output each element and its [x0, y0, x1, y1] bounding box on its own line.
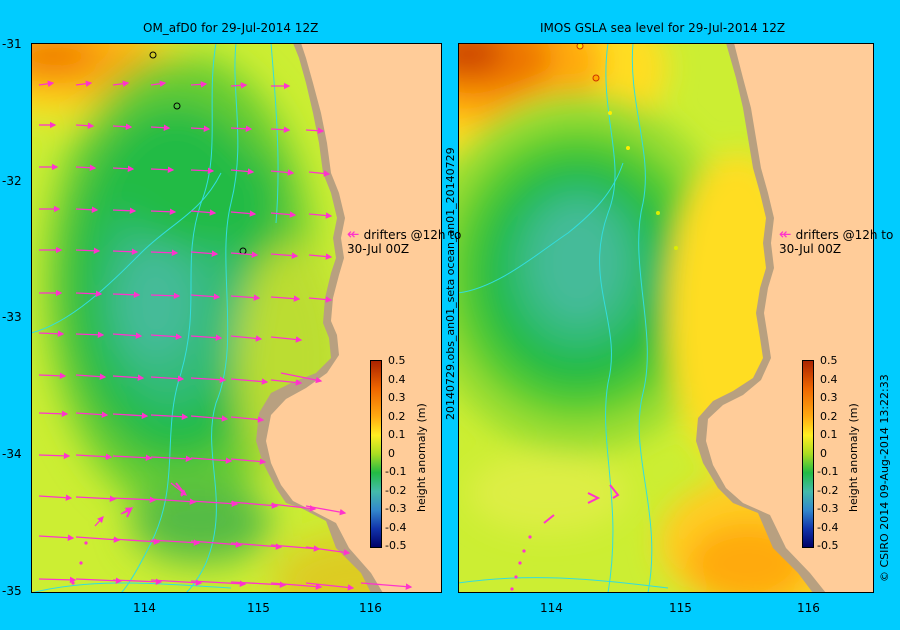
- right-x-label-115: 115: [669, 601, 692, 615]
- right-colorbar: [802, 360, 814, 548]
- right-cb-tick: -0.1: [817, 465, 839, 478]
- left-cb-tick: -0.5: [385, 539, 407, 552]
- left-x-label-116: 116: [359, 601, 382, 615]
- y-label-31: -31: [2, 37, 22, 51]
- right-cb-tick: -0.2: [817, 484, 839, 497]
- left-cb-tick: -0.3: [385, 502, 407, 515]
- y-label-33: -33: [2, 310, 22, 324]
- right-x-label-116: 116: [797, 601, 820, 615]
- right-cb-tick: -0.5: [817, 539, 839, 552]
- left-drifter-note: ↞ drifters @12h to 30-Jul 00Z: [347, 225, 462, 257]
- right-cb-tick: -0.3: [817, 502, 839, 515]
- left-cb-tick: 0.3: [388, 391, 406, 404]
- right-drifter-arrow: ↞: [779, 225, 792, 243]
- left-drifter-note-line2: 30-Jul 00Z: [347, 242, 410, 256]
- right-panel-title: IMOS GSLA sea level for 29-Jul-2014 12Z: [540, 21, 786, 35]
- right-drifter-note: ↞ drifters @12h to 30-Jul 00Z: [779, 225, 894, 257]
- right-cb-tick: 0: [820, 447, 827, 460]
- left-panel-title: OM_afD0 for 29-Jul-2014 12Z: [143, 21, 319, 35]
- left-cb-tick: -0.2: [385, 484, 407, 497]
- left-model-map: [31, 43, 442, 593]
- left-cb-tick: -0.1: [385, 465, 407, 478]
- left-cb-tick: 0.2: [388, 410, 406, 423]
- right-colorbar-label: height anomaly (m): [847, 403, 860, 512]
- right-cb-tick: 0.2: [820, 410, 838, 423]
- left-cb-tick: -0.4: [385, 521, 407, 534]
- right-cb-tick: 0.5: [820, 354, 838, 367]
- right-cb-tick: 0.3: [820, 391, 838, 404]
- y-label-34: -34: [2, 447, 22, 461]
- right-observed-map: [458, 43, 874, 593]
- left-x-label-114: 114: [133, 601, 156, 615]
- left-drifter-note-line1: drifters @12h to: [363, 228, 462, 242]
- credit-text: © CSIRO 2014 09-Aug-2014 13:22:33: [878, 374, 891, 582]
- left-cb-tick: 0: [388, 447, 395, 460]
- left-colorbar: [370, 360, 382, 548]
- left-colorbar-label: height anomaly (m): [415, 403, 428, 512]
- left-x-label-115: 115: [247, 601, 270, 615]
- left-drifter-arrow: ↞: [347, 225, 360, 243]
- left-cb-tick: 0.4: [388, 373, 406, 386]
- file-names-text: 20140729.obs_an01_seta ocean_an01_201407…: [444, 147, 457, 420]
- right-cb-tick: -0.4: [817, 521, 839, 534]
- left-cb-tick: 0.1: [388, 428, 406, 441]
- right-cb-tick: 0.4: [820, 373, 838, 386]
- left-cb-tick: 0.5: [388, 354, 406, 367]
- right-cb-tick: 0.1: [820, 428, 838, 441]
- right-drifter-note-line2: 30-Jul 00Z: [779, 242, 842, 256]
- right-drifter-note-line1: drifters @12h to: [795, 228, 894, 242]
- y-label-32: -32: [2, 174, 22, 188]
- y-label-35: -35: [2, 584, 22, 598]
- right-x-label-114: 114: [540, 601, 563, 615]
